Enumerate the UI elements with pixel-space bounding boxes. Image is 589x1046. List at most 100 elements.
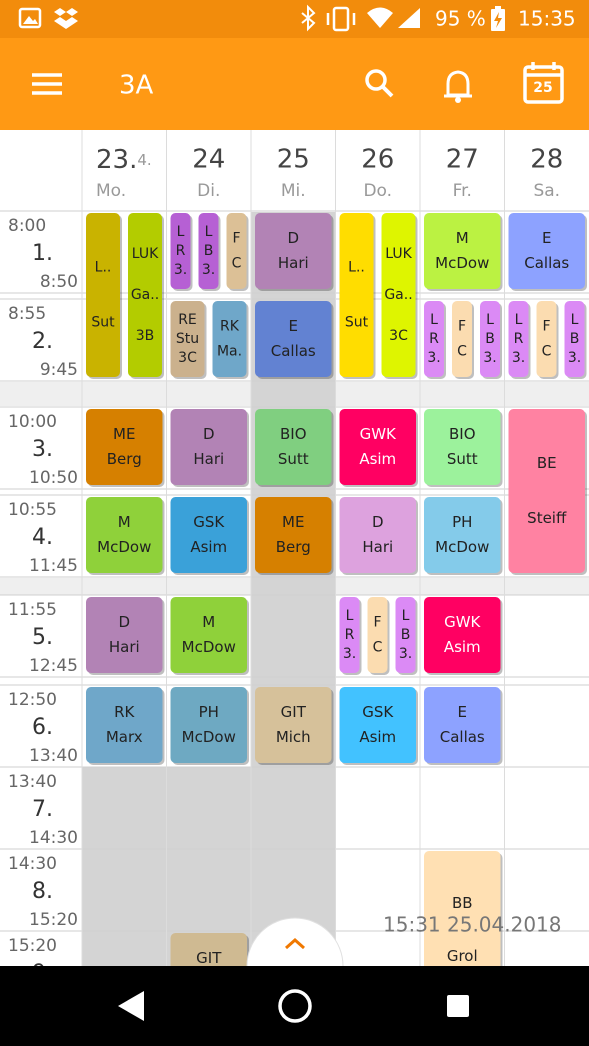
- lesson[interactable]: L.. Sut: [339, 213, 376, 379]
- lesson-text: B: [570, 331, 580, 347]
- lesson[interactable]: LR 3.: [424, 301, 446, 379]
- timetable: 8:00 1. 8:50 8:55 2. 9:45 10:00 3. 10:50 10:55 4. 1…: [0, 130, 589, 1011]
- lesson-box: [255, 497, 332, 573]
- recents-button[interactable]: [447, 995, 469, 1017]
- lesson-box: [339, 409, 416, 485]
- lesson[interactable]: D Hari: [255, 213, 334, 291]
- lesson-box: [128, 213, 162, 377]
- lesson[interactable]: BIO Sutt: [424, 409, 503, 487]
- lesson[interactable]: GWK Asim: [339, 409, 419, 487]
- clock: 15:35: [518, 7, 576, 31]
- lesson-box: [424, 409, 501, 485]
- lesson[interactable]: E Callas: [255, 301, 334, 379]
- lesson[interactable]: FC: [452, 301, 474, 379]
- lesson[interactable]: BIO Sutt: [255, 409, 334, 487]
- lesson[interactable]: E Callas: [424, 687, 503, 765]
- lesson-text: 3C: [389, 328, 408, 344]
- lesson-box: [395, 597, 416, 673]
- period-start: 10:55: [8, 500, 57, 520]
- lesson[interactable]: LR 3.: [339, 597, 362, 675]
- lesson-box: [198, 213, 219, 289]
- notification-button[interactable]: [444, 70, 472, 103]
- lesson-text: Grol: [447, 947, 478, 965]
- home-button[interactable]: [278, 989, 312, 1023]
- day-date: 25: [277, 145, 310, 175]
- lesson[interactable]: GSK Asim: [339, 687, 419, 765]
- period-end: 14:30: [29, 828, 78, 848]
- calendar-button[interactable]: [523, 62, 564, 104]
- lesson[interactable]: RK Ma.: [212, 301, 249, 379]
- lesson-box: [424, 687, 501, 763]
- lesson-text: Hari: [362, 538, 393, 556]
- lesson[interactable]: LR 3.: [170, 213, 193, 291]
- lesson[interactable]: M McDow: [170, 597, 250, 675]
- lesson-text: Sut: [91, 314, 115, 330]
- lesson[interactable]: D Hari: [86, 597, 165, 675]
- lesson[interactable]: D Hari: [170, 409, 250, 487]
- period-end: 12:45: [29, 656, 78, 676]
- lesson[interactable]: FC: [536, 301, 559, 379]
- lesson[interactable]: PH McDow: [170, 687, 250, 765]
- lesson[interactable]: GSK Asim: [170, 497, 250, 575]
- lesson[interactable]: PH McDow: [424, 497, 503, 575]
- lesson-text: BIO: [280, 425, 307, 443]
- lesson-box: [170, 409, 247, 485]
- lesson[interactable]: FC: [226, 213, 249, 291]
- lesson[interactable]: GWK Asim: [424, 597, 503, 675]
- lesson-text: Berg: [107, 450, 142, 468]
- lesson-text: GSK: [193, 513, 225, 531]
- lesson-box: [170, 301, 205, 377]
- period-start: 13:40: [8, 772, 57, 792]
- lesson[interactable]: RE Stu 3C: [170, 301, 207, 379]
- lesson-text: D: [287, 229, 299, 247]
- lesson-box: [424, 851, 501, 966]
- period-number: 8.: [32, 879, 53, 904]
- lesson[interactable]: LUK Ga.. 3B: [128, 213, 164, 379]
- lesson[interactable]: LUK Ga.. 3C: [381, 213, 418, 379]
- lesson-box: [255, 409, 332, 485]
- lesson[interactable]: FC: [367, 597, 390, 675]
- lesson[interactable]: LB 3.: [564, 301, 587, 379]
- lesson-box: [255, 687, 332, 763]
- lesson[interactable]: LB 3.: [480, 301, 502, 379]
- lesson-text: F: [232, 230, 240, 246]
- lesson-box: [424, 597, 501, 673]
- lesson[interactable]: ME Berg: [255, 497, 334, 575]
- lesson[interactable]: M McDow: [424, 213, 503, 291]
- period-end: 9:45: [40, 360, 78, 380]
- menu-button[interactable]: [32, 73, 62, 95]
- search-button[interactable]: [365, 69, 394, 98]
- lesson-box: [212, 301, 247, 377]
- lesson[interactable]: L.. Sut: [86, 213, 122, 379]
- caret-icon: [285, 937, 305, 950]
- lesson-text: Callas: [524, 254, 569, 272]
- lesson-text: B: [401, 627, 411, 643]
- lesson-text: L: [571, 312, 579, 328]
- lesson-box: [226, 213, 247, 289]
- lesson[interactable]: LR 3.: [508, 301, 531, 379]
- lesson-text: Hari: [278, 254, 309, 272]
- period-number: 3.: [32, 437, 53, 462]
- lesson[interactable]: LB 3.: [198, 213, 221, 291]
- back-button[interactable]: [118, 991, 144, 1021]
- lesson[interactable]: BB Grol: [424, 851, 503, 1011]
- period-number: 6.: [32, 715, 53, 740]
- class-title: 3A: [119, 71, 154, 101]
- lesson-text: L: [515, 312, 523, 328]
- lesson[interactable]: RK Marx: [86, 687, 165, 765]
- lesson[interactable]: D Hari: [339, 497, 419, 575]
- lesson-text: Sutt: [278, 450, 309, 468]
- lesson-text: GSK: [362, 703, 394, 721]
- lesson[interactable]: E Callas: [508, 213, 588, 291]
- lesson-box: [86, 213, 120, 377]
- lesson-text: LUK: [132, 246, 159, 262]
- period-end: 10:50: [29, 468, 78, 488]
- nav-bar: [0, 966, 589, 1046]
- lesson-box: [170, 933, 247, 966]
- lesson[interactable]: M McDow: [86, 497, 165, 575]
- lesson[interactable]: BE Steiff: [508, 409, 588, 575]
- lesson[interactable]: LB 3.: [395, 597, 418, 675]
- lesson[interactable]: ME Berg: [86, 409, 165, 487]
